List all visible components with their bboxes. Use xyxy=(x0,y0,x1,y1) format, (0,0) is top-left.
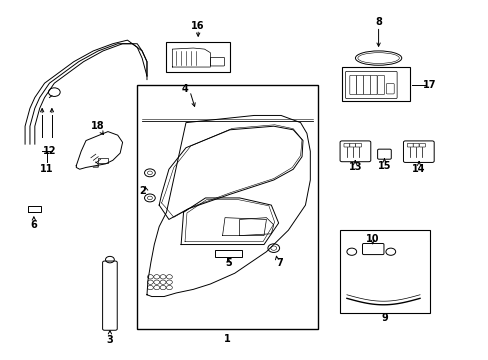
FancyBboxPatch shape xyxy=(363,75,369,95)
FancyBboxPatch shape xyxy=(345,71,396,99)
FancyBboxPatch shape xyxy=(166,42,229,72)
FancyBboxPatch shape xyxy=(355,143,361,147)
FancyBboxPatch shape xyxy=(137,85,317,329)
FancyBboxPatch shape xyxy=(341,67,409,101)
FancyBboxPatch shape xyxy=(369,75,376,95)
Text: 12: 12 xyxy=(42,146,56,156)
Text: 18: 18 xyxy=(91,121,105,131)
Text: 3: 3 xyxy=(106,334,113,345)
FancyBboxPatch shape xyxy=(343,143,349,147)
Text: 15: 15 xyxy=(377,161,390,171)
FancyBboxPatch shape xyxy=(403,141,433,162)
FancyBboxPatch shape xyxy=(362,243,383,255)
FancyBboxPatch shape xyxy=(407,143,412,147)
FancyBboxPatch shape xyxy=(339,141,370,162)
Text: 17: 17 xyxy=(422,80,436,90)
FancyBboxPatch shape xyxy=(377,75,384,95)
Ellipse shape xyxy=(355,51,401,65)
Text: 16: 16 xyxy=(191,21,204,31)
Text: 4: 4 xyxy=(181,84,188,94)
Text: 6: 6 xyxy=(30,220,37,230)
FancyBboxPatch shape xyxy=(215,250,242,257)
Text: 5: 5 xyxy=(224,258,231,268)
Text: 13: 13 xyxy=(348,162,361,172)
Text: 9: 9 xyxy=(380,313,387,323)
FancyBboxPatch shape xyxy=(412,143,418,147)
Text: 2: 2 xyxy=(140,186,146,196)
Text: 8: 8 xyxy=(374,17,381,27)
Text: 14: 14 xyxy=(411,164,425,174)
FancyBboxPatch shape xyxy=(102,261,117,330)
FancyBboxPatch shape xyxy=(27,206,41,212)
Text: 7: 7 xyxy=(276,258,283,268)
FancyBboxPatch shape xyxy=(377,149,390,159)
FancyBboxPatch shape xyxy=(386,84,393,94)
FancyBboxPatch shape xyxy=(349,143,355,147)
FancyBboxPatch shape xyxy=(98,158,108,163)
FancyBboxPatch shape xyxy=(349,75,356,95)
Text: 1: 1 xyxy=(224,334,230,344)
Text: 11: 11 xyxy=(40,164,54,174)
Text: 10: 10 xyxy=(365,234,379,244)
FancyBboxPatch shape xyxy=(356,75,363,95)
FancyBboxPatch shape xyxy=(210,57,224,66)
FancyBboxPatch shape xyxy=(339,230,429,313)
Ellipse shape xyxy=(357,53,399,63)
FancyBboxPatch shape xyxy=(419,143,425,147)
